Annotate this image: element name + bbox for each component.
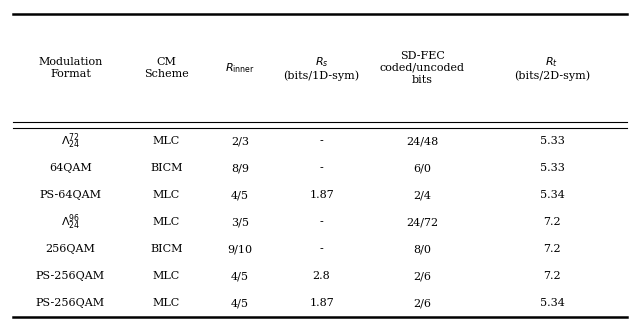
Text: 5.33: 5.33 <box>540 164 564 173</box>
Text: 2/6: 2/6 <box>413 298 431 308</box>
Text: 64QAM: 64QAM <box>49 164 92 173</box>
Text: PS-256QAM: PS-256QAM <box>36 271 105 281</box>
Text: $R_{\mathrm{inner}}$: $R_{\mathrm{inner}}$ <box>225 61 255 75</box>
Text: 1.87: 1.87 <box>309 298 334 308</box>
Text: 24/72: 24/72 <box>406 217 438 228</box>
Text: $\Lambda_{24}^{72}$: $\Lambda_{24}^{72}$ <box>61 132 80 151</box>
Text: 1.87: 1.87 <box>309 190 334 200</box>
Text: MLC: MLC <box>153 217 180 228</box>
Text: Modulation
Format: Modulation Format <box>38 57 102 79</box>
Text: 256QAM: 256QAM <box>45 244 95 254</box>
Text: BICM: BICM <box>150 164 182 173</box>
Text: $R_s$
(bits/1D-sym): $R_s$ (bits/1D-sym) <box>284 55 360 81</box>
Text: -: - <box>320 217 323 228</box>
Text: 7.2: 7.2 <box>543 271 561 281</box>
Text: BICM: BICM <box>150 244 182 254</box>
Text: 24/48: 24/48 <box>406 137 438 147</box>
Text: 9/10: 9/10 <box>227 244 253 254</box>
Text: MLC: MLC <box>153 190 180 200</box>
Text: 6/0: 6/0 <box>413 164 431 173</box>
Text: MLC: MLC <box>153 137 180 147</box>
Text: 8/0: 8/0 <box>413 244 431 254</box>
Text: 2/6: 2/6 <box>413 271 431 281</box>
Text: 4/5: 4/5 <box>231 298 249 308</box>
Text: -: - <box>320 137 323 147</box>
Text: -: - <box>320 244 323 254</box>
Text: 2/4: 2/4 <box>413 190 431 200</box>
Text: PS-256QAM: PS-256QAM <box>36 298 105 308</box>
Text: 2.8: 2.8 <box>313 271 330 281</box>
Text: 2/3: 2/3 <box>231 137 249 147</box>
Text: CM
Scheme: CM Scheme <box>144 57 189 79</box>
Text: 4/5: 4/5 <box>231 190 249 200</box>
Text: 4/5: 4/5 <box>231 271 249 281</box>
Text: $\Lambda_{24}^{96}$: $\Lambda_{24}^{96}$ <box>61 212 80 232</box>
Text: 5.34: 5.34 <box>540 298 564 308</box>
Text: 3/5: 3/5 <box>231 217 249 228</box>
Text: 7.2: 7.2 <box>543 244 561 254</box>
Text: MLC: MLC <box>153 298 180 308</box>
Text: $R_t$
(bits/2D-sym): $R_t$ (bits/2D-sym) <box>514 55 590 81</box>
Text: 8/9: 8/9 <box>231 164 249 173</box>
Text: 7.2: 7.2 <box>543 217 561 228</box>
Text: 5.34: 5.34 <box>540 190 564 200</box>
Text: 5.33: 5.33 <box>540 137 564 147</box>
Text: -: - <box>320 164 323 173</box>
Text: SD-FEC
coded/uncoded
bits: SD-FEC coded/uncoded bits <box>380 52 465 84</box>
Text: PS-64QAM: PS-64QAM <box>40 190 101 200</box>
Text: MLC: MLC <box>153 271 180 281</box>
